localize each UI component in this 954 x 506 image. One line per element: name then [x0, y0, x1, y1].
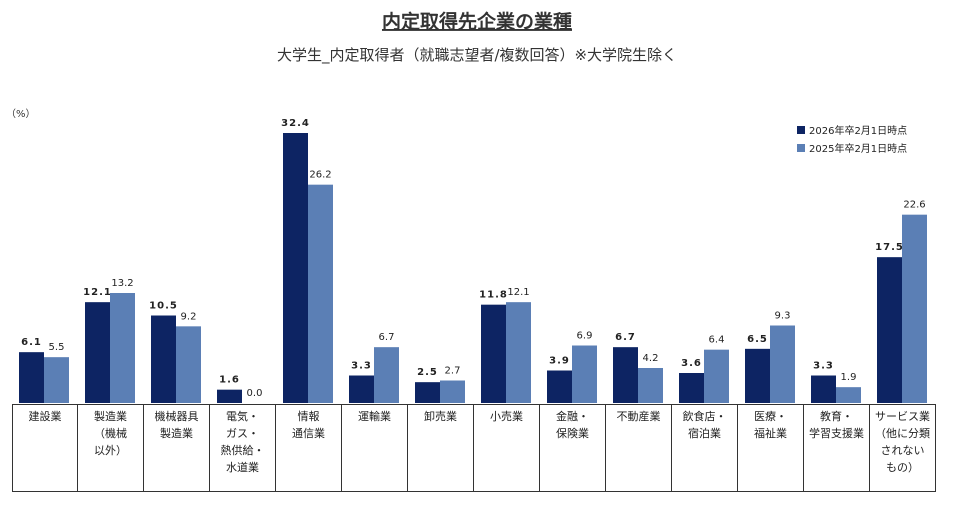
bar [349, 375, 374, 403]
bar [836, 387, 861, 403]
x-tick-label: 小売業 [474, 404, 540, 492]
value-label: 26.2 [309, 170, 331, 181]
bar [704, 349, 729, 403]
value-label: 12.1 [83, 287, 112, 298]
x-tick-label: 製造業 （機械 以外） [78, 404, 144, 492]
bar [308, 184, 333, 403]
value-label: 6.4 [709, 335, 725, 346]
legend-swatch [797, 144, 805, 152]
x-tick-label: 卸売業 [408, 404, 474, 492]
bar [547, 370, 572, 403]
value-label: 1.9 [841, 372, 857, 383]
bar [506, 302, 531, 403]
x-tick-label: 機械器具 製造業 [144, 404, 210, 492]
value-label: 5.5 [49, 342, 65, 353]
bar [19, 352, 44, 403]
bar [283, 133, 308, 403]
value-label: 10.5 [149, 301, 178, 312]
value-label: 0.0 [247, 388, 263, 399]
bar [85, 302, 110, 403]
bar [811, 375, 836, 403]
value-label: 9.3 [775, 311, 791, 322]
chart-subtitle: 大学生_内定取得者（就職志望者/複数回答）※大学院生除く [277, 46, 677, 65]
value-label: 3.6 [681, 358, 702, 369]
bar [613, 347, 638, 403]
bar [217, 389, 242, 403]
x-tick-label: 運輸業 [342, 404, 408, 492]
value-label: 22.6 [903, 200, 925, 211]
bar [44, 357, 69, 403]
bar [572, 345, 597, 403]
value-label: 3.3 [351, 361, 372, 372]
x-tick-label: 電気・ ガス・ 熱供給・ 水道業 [210, 404, 276, 492]
bar [481, 304, 506, 403]
value-label: 3.3 [813, 361, 834, 372]
legend-swatch [797, 126, 805, 134]
chart-title: 内定取得先企業の業種 [382, 10, 572, 33]
value-label: 6.9 [577, 331, 593, 342]
value-label: 1.6 [219, 375, 240, 386]
value-label: 2.7 [445, 366, 461, 377]
unit-label: （%） [6, 108, 36, 120]
x-tick-label: 建設業 [12, 404, 78, 492]
value-label: 3.9 [549, 356, 570, 367]
x-tick-label: 不動産業 [606, 404, 672, 492]
legend-label: 2026年卒2月1日時点 [809, 124, 907, 137]
bar [415, 382, 440, 403]
bar [902, 214, 927, 403]
bar [638, 368, 663, 403]
value-label: 17.5 [875, 242, 904, 253]
x-tick-label: 金融・ 保険業 [540, 404, 606, 492]
bar [151, 315, 176, 403]
bar [374, 347, 399, 403]
value-label: 11.8 [479, 290, 508, 301]
legend-label: 2025年卒2月1日時点 [809, 142, 907, 155]
bar [176, 326, 201, 403]
value-label: 32.4 [281, 118, 310, 129]
value-label: 9.2 [181, 311, 197, 322]
bar [440, 380, 465, 403]
bar [770, 325, 795, 403]
value-label: 6.1 [21, 337, 42, 348]
x-tick-label: サービス業 （他に分類 されない もの） [870, 404, 936, 492]
value-label: 13.2 [111, 278, 133, 289]
value-label: 6.5 [747, 334, 768, 345]
bar [110, 293, 135, 403]
x-tick-label: 教育・ 学習支援業 [804, 404, 870, 492]
x-tick-label: 情報 通信業 [276, 404, 342, 492]
x-tick-label: 飲食店・ 宿泊業 [672, 404, 738, 492]
bar [679, 373, 704, 403]
value-label: 2.5 [417, 367, 438, 378]
x-tick-label: 医療・ 福祉業 [738, 404, 804, 492]
value-label: 4.2 [643, 353, 659, 364]
bar [745, 348, 770, 403]
value-label: 6.7 [379, 332, 395, 343]
value-label: 12.1 [507, 287, 529, 298]
value-label: 6.7 [615, 332, 636, 343]
bar [877, 257, 902, 403]
